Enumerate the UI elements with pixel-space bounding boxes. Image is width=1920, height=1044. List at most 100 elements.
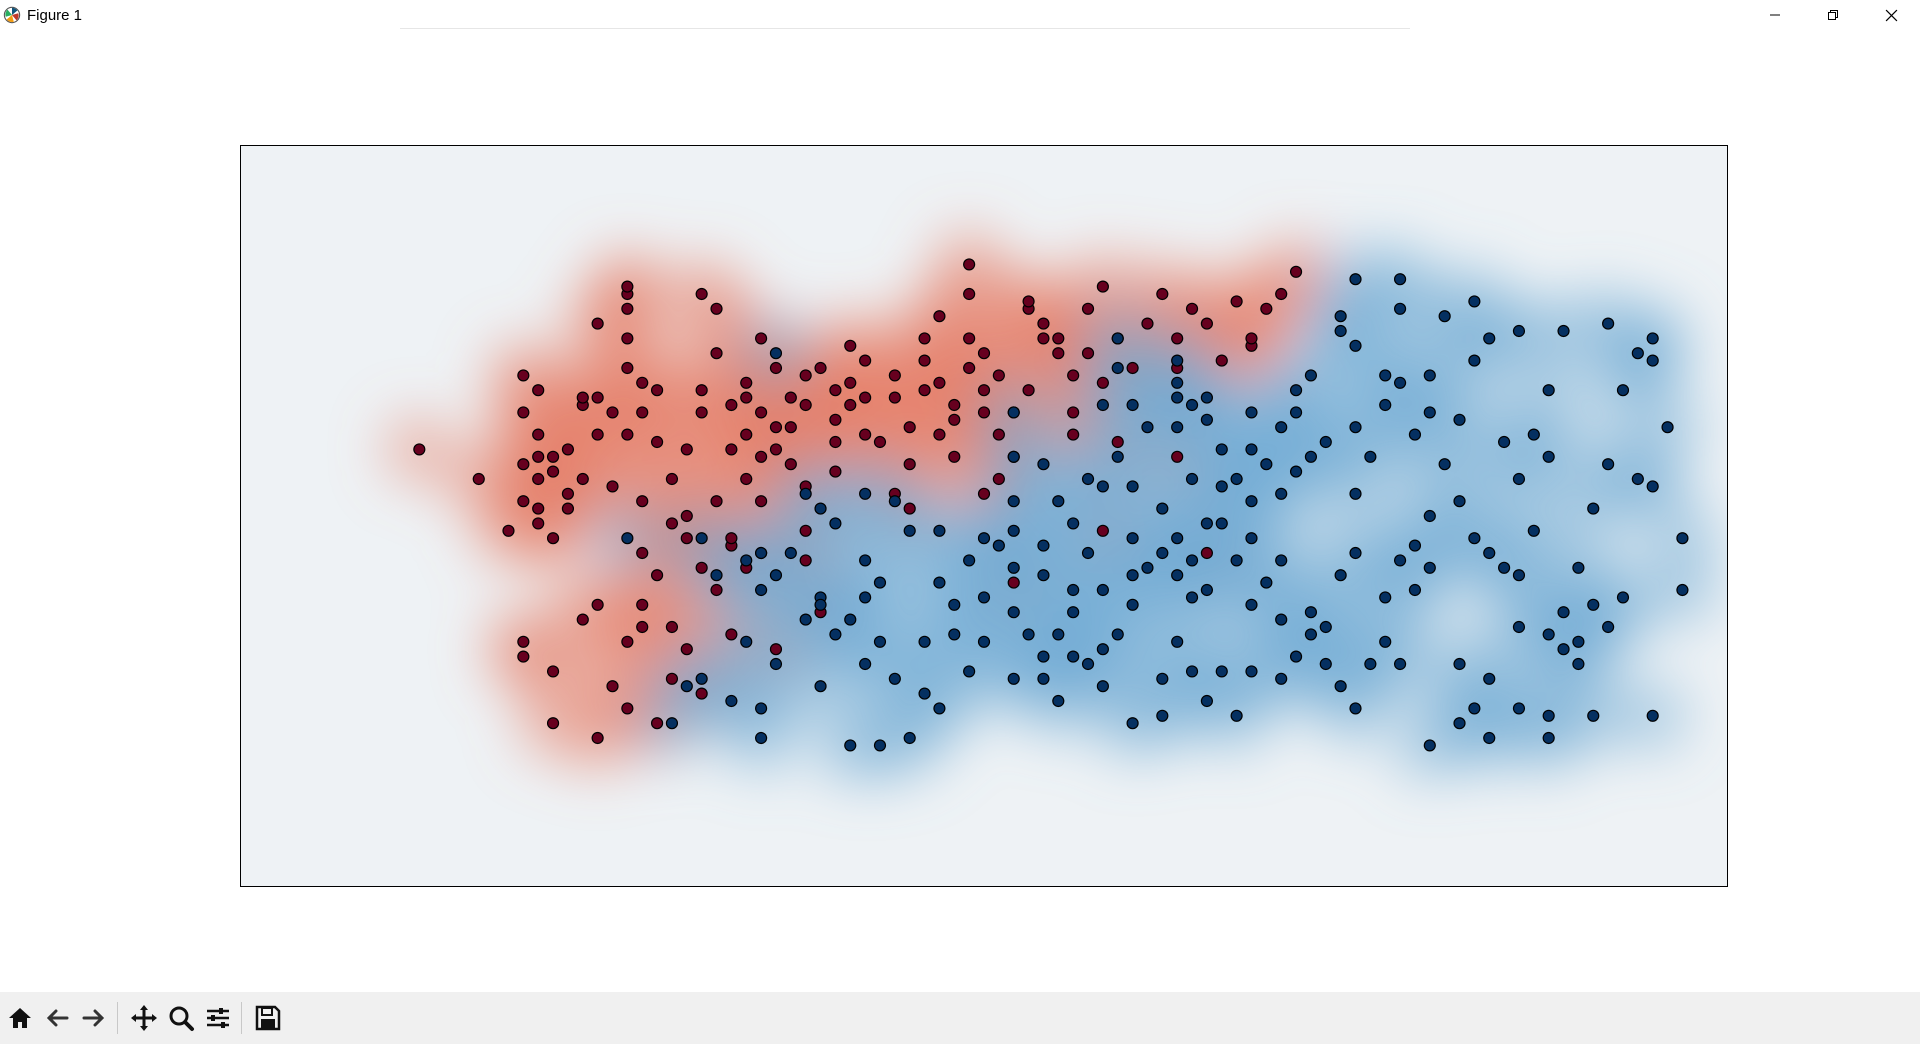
figure-canvas[interactable] [0,30,1920,992]
scatter-point [1631,347,1644,360]
scatter-point [1453,413,1466,426]
scatter-point [933,376,946,389]
scatter-point [933,524,946,537]
plot-axes[interactable] [240,145,1728,887]
scatter-point [636,376,649,389]
scatter-point [963,258,976,271]
scatter-point [740,554,753,567]
scatter-point [1185,554,1199,567]
scatter-point [769,443,783,456]
scatter-point [1453,717,1466,730]
scatter-point [1185,472,1199,486]
scatter-point [725,694,738,708]
scatter-point [799,554,812,567]
scatter-point [1126,717,1139,730]
scatter-point [1156,546,1169,560]
scatter-point [992,539,1005,552]
scatter-point [918,687,931,700]
scatter-point [829,413,842,426]
scatter-point [844,398,857,412]
scatter-point [740,635,753,648]
scatter-point [1171,332,1184,345]
scatter-point [1141,561,1154,574]
scatter-point [576,613,589,626]
scatter-point [814,598,827,611]
scatter-point [665,472,679,486]
scatter-point [784,421,797,434]
scatter-point [814,680,827,693]
scatter-point [740,428,753,441]
scatter-point [829,628,842,641]
scatter-point [1096,643,1109,656]
scatter-point [1037,569,1050,582]
scatter-point [859,428,872,441]
scatter-point [1512,569,1526,582]
close-button[interactable] [1862,0,1920,30]
scatter-point [710,569,723,582]
scatter-point [1260,576,1273,589]
scatter-point [636,620,649,634]
scatter-point [636,406,649,419]
scatter-point [1230,709,1243,722]
back-button[interactable] [40,998,74,1038]
scatter-point [799,524,812,537]
scatter-point [844,339,857,352]
scatter-point [1393,554,1407,567]
scatter-point [1542,384,1555,397]
scatter-point [1379,398,1392,412]
restore-button[interactable] [1804,0,1862,30]
scatter-point [1126,532,1139,545]
home-button[interactable] [3,998,37,1038]
scatter-point [963,287,976,301]
scatter-point [1379,369,1392,382]
scatter-point [1646,332,1659,345]
scatter-point [1081,302,1095,315]
scatter-point [755,546,768,560]
scatter-point [680,443,693,456]
scatter-point [1171,376,1184,389]
scatter-point [1453,657,1466,671]
scatter-point [1007,450,1020,463]
arrow-right-icon [82,1009,105,1027]
scatter-point [1289,406,1303,419]
scatter-point [665,717,679,730]
scatter-point [799,369,812,382]
scatter-point [1052,347,1065,360]
scatter-point [1616,591,1630,604]
scatter-point [695,532,708,545]
minimize-button[interactable] [1746,0,1804,30]
scatter-point [1215,480,1228,493]
scatter-point [977,635,991,648]
pan-button[interactable] [127,998,161,1038]
scatter-point [1319,620,1332,634]
scatter-point [963,665,976,678]
scatter-point [1289,384,1303,397]
scatter-point [1171,450,1184,463]
scatter-point [1349,487,1362,500]
scatter-point [1111,361,1124,375]
scatter-point [606,680,619,693]
zoom-button[interactable] [164,998,198,1038]
forward-button[interactable] [77,998,111,1038]
scatter-point [1200,317,1213,330]
scatter-point [710,302,723,315]
scatter-point [903,524,916,537]
scatter-point [650,384,664,397]
configure-subplots-button[interactable] [201,998,235,1038]
scatter-point [517,369,530,382]
scatter-point [888,672,901,685]
scatter-point [1126,480,1139,493]
scatter-point [1349,702,1362,715]
scatter-point [1676,583,1689,597]
save-button[interactable] [251,998,285,1038]
scatter-point [977,487,991,500]
magnifier-icon [169,1006,194,1031]
scatter-point [799,398,812,412]
scatter-point [710,495,723,508]
scatter-point [1185,302,1199,315]
scatter-point [755,583,768,597]
scatter-point [814,502,827,515]
scatter-point [1602,458,1615,471]
scatter-point [829,384,842,397]
scatter-point [561,502,575,515]
